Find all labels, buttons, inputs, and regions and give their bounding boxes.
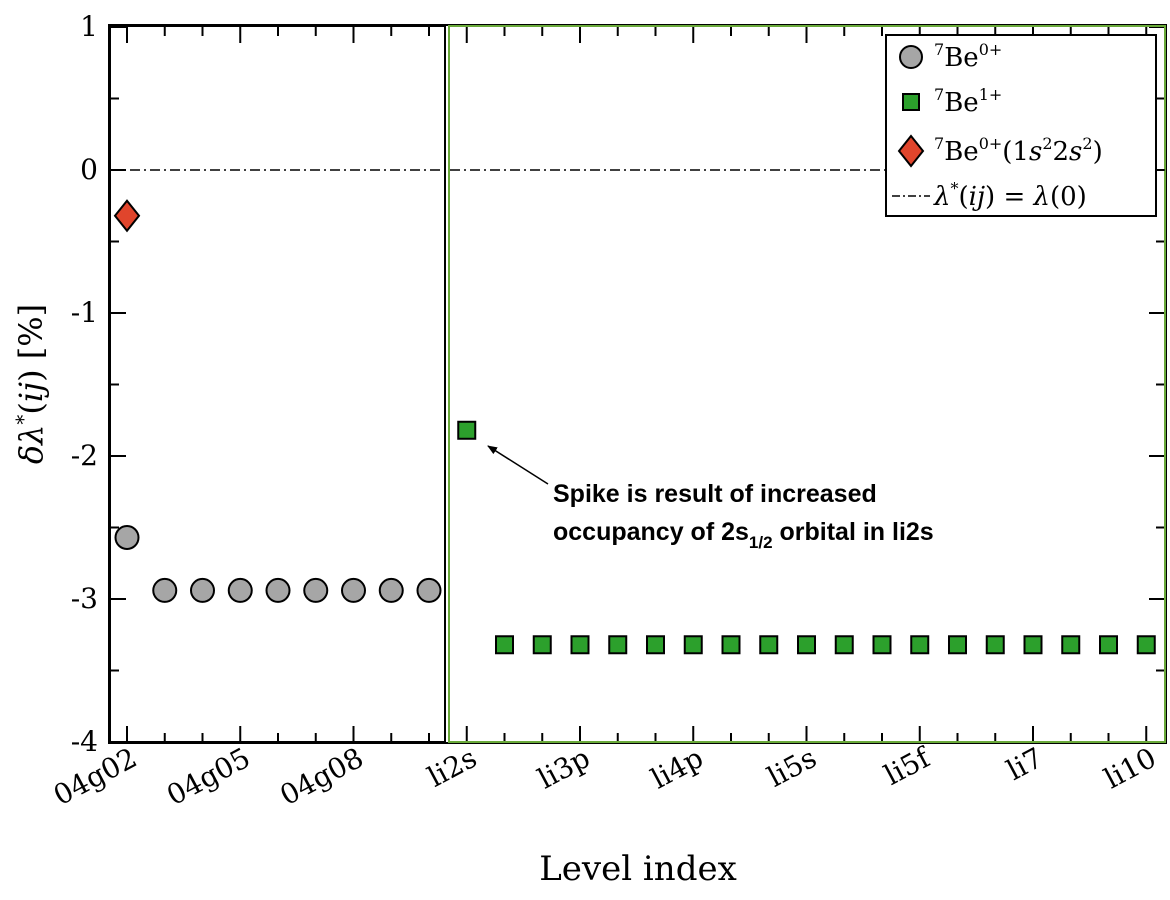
region-box-be1 xyxy=(448,25,1166,743)
legend-label-be1: 7Be1+ xyxy=(934,85,1002,118)
data-point-square xyxy=(1099,635,1118,655)
annotation-arrow xyxy=(487,445,549,485)
region-box-be0 xyxy=(109,25,446,743)
y-axis: 1 0 -1 -2 -3 -4 xyxy=(71,10,98,758)
data-point-circle xyxy=(303,577,329,603)
data-point-circle xyxy=(227,577,253,603)
data-point-square xyxy=(910,635,930,655)
data-point-circle xyxy=(190,577,215,603)
y-tick-label: 0 xyxy=(80,153,98,186)
data-point-diamond xyxy=(113,199,141,233)
data-point-square xyxy=(1023,635,1043,655)
x-tick-label: li2s xyxy=(422,741,482,794)
data-point-square xyxy=(570,635,590,655)
data-point-square xyxy=(721,635,741,655)
legend-label-reference: λ*(ij) = λ(0) xyxy=(933,179,1087,212)
y-tick-label: 1 xyxy=(80,10,98,43)
y-tick-label: -3 xyxy=(71,582,98,615)
legend: 7Be0+ 7Be1+ 7Be0+(1s22s2) λ*(ij) = λ(0) xyxy=(885,34,1157,217)
x-tick-label: 04g05 xyxy=(161,741,255,812)
data-point-circle xyxy=(378,577,404,603)
data-point-square xyxy=(683,635,703,655)
x-tick-label: li5s xyxy=(762,741,822,794)
legend-marker-circle xyxy=(899,45,923,69)
legend-marker-diamond xyxy=(897,134,925,168)
x-tick-label: li7 xyxy=(1001,741,1048,787)
y-axis-title: δλ*(ij) [%] xyxy=(11,304,50,464)
data-point-square xyxy=(834,635,854,655)
data-point-square xyxy=(985,635,1005,655)
data-point-circle xyxy=(341,577,366,603)
y-tick-label: -2 xyxy=(71,439,98,472)
data-point-circle xyxy=(114,525,140,551)
data-point-circle xyxy=(265,577,291,603)
annotation-line-1: Spike is result of increased xyxy=(553,480,877,508)
x-tick-label: li10 xyxy=(1099,741,1162,795)
x-tick-label: 04g08 xyxy=(275,741,369,812)
y-tick-label: -1 xyxy=(71,296,98,329)
data-point-square xyxy=(1061,635,1081,655)
y-tick-label: -4 xyxy=(71,725,98,758)
legend-box xyxy=(885,34,1157,217)
data-point-square xyxy=(759,635,779,655)
data-point-square xyxy=(646,635,665,655)
data-point-square xyxy=(532,635,552,655)
x-tick-label: li4p xyxy=(646,741,709,795)
data-point-square xyxy=(457,420,477,440)
x-tick-label: li3p xyxy=(532,741,595,795)
data-point-circle xyxy=(152,577,178,603)
legend-label-be0: 7Be0+ xyxy=(934,40,1002,73)
data-point-circle xyxy=(416,577,442,603)
data-point-square xyxy=(608,635,628,655)
x-axis: 04g02 04g05 04g08 li2s li3p li4p li5s li5f li7 li… xyxy=(48,740,1161,812)
data-point-square xyxy=(495,635,514,655)
data-point-square xyxy=(872,635,892,655)
data-point-square xyxy=(948,635,967,655)
data-points xyxy=(113,199,1156,655)
x-tick-label: li5f xyxy=(879,740,938,792)
x-axis-title: Level index xyxy=(539,849,737,889)
data-point-square xyxy=(1136,635,1156,655)
legend-label-be0-config: 7Be0+(1s22s2) xyxy=(934,134,1103,167)
legend-marker-square xyxy=(902,93,920,111)
data-point-square xyxy=(797,635,816,655)
annotation-line-2: occupancy of 2s1/2 orbital in li2s xyxy=(553,518,934,552)
